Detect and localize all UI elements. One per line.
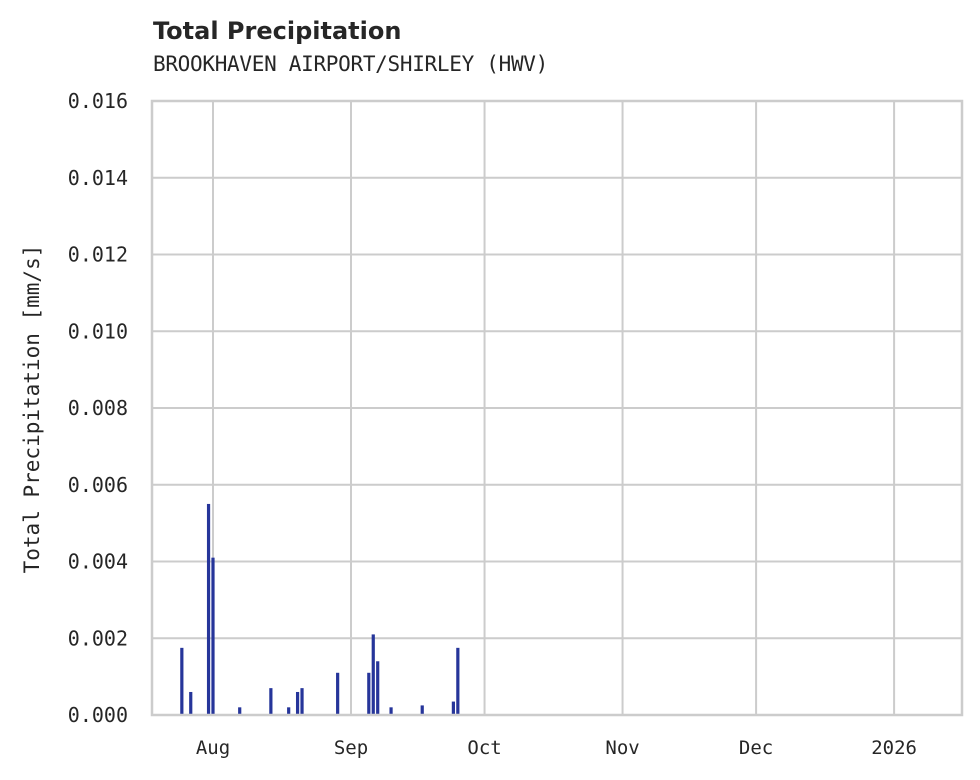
y-tick-label: 0.014 [68,166,128,190]
precipitation-bar [295,691,300,715]
y-tick-label: 0.002 [68,626,128,650]
precipitation-bar [269,688,273,715]
plot-frame [150,99,964,717]
x-tick-label: Nov [605,737,639,759]
x-tick-label: Oct [467,737,501,759]
y-tick-label: 0.012 [68,243,128,267]
precipitation-bar [376,661,380,715]
y-tick-label: 0.010 [68,319,128,343]
precipitation-bar [189,691,193,715]
x-tick-label: Sep [334,737,368,759]
grid-lines [152,100,962,716]
y-tick-label: 0.000 [68,703,128,727]
x-tick-label: Dec [739,737,773,759]
precipitation-bar [238,707,242,715]
y-tick-label: 0.016 [68,89,128,113]
precipitation-bar [451,701,455,715]
chart-subtitle: BROOKHAVEN AIRPORT/SHIRLEY (HWV) [153,52,548,76]
precipitation-bars [180,503,460,715]
chart-title: Total Precipitation [153,17,402,45]
precipitation-bar [367,672,371,715]
y-axis-ticks: 0.000 0.002 0.004 0.006 0.008 0.010 0.012 0.014… [68,89,128,727]
precipitation-bar [420,705,424,715]
y-tick-label: 0.004 [68,550,128,574]
precipitation-bar [287,707,291,715]
precipitation-bar [336,672,340,715]
y-tick-label: 0.006 [68,473,128,497]
x-tick-label: Aug [196,737,230,759]
precipitation-bar [371,634,375,715]
x-tick-label: 2026 [871,737,917,759]
precipitation-bar [300,688,304,715]
y-tick-label: 0.008 [68,396,128,420]
precipitation-bar [211,557,215,715]
precipitation-bar [180,647,184,715]
precipitation-bar [456,647,460,715]
precipitation-bar [206,503,211,715]
precipitation-bar [389,707,393,715]
x-axis-ticks: Aug Sep Oct Nov Dec 2026 [196,737,917,759]
